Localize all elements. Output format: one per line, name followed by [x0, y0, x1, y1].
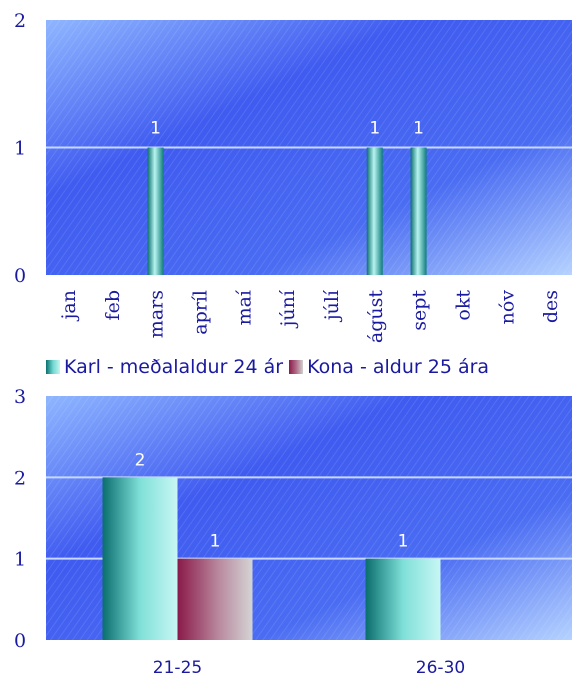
- legend: Karl - meðalaldur 24 ár Kona - aldur 25 …: [46, 356, 495, 378]
- chart1-x-tick-label: júlí: [321, 289, 343, 322]
- legend-label-kona: Kona - aldur 25 ára: [307, 356, 490, 378]
- legend-label-karl: Karl - meðalaldur 24 ár: [64, 356, 284, 378]
- chart2-x-tick-label: 26-30: [416, 658, 465, 678]
- chart1-y-tick-label: 2: [14, 10, 26, 32]
- chart1-y-tick-label: 0: [14, 265, 26, 287]
- chart1-x-tick-label: ágúst: [365, 290, 387, 343]
- chart1-x-tick-label: des: [540, 290, 562, 323]
- chart2-bar-21-25-series0: [102, 477, 178, 640]
- chart1-data-label: 1: [413, 119, 424, 139]
- chart1-data-label: 1: [369, 119, 380, 139]
- chart1-y-tick-label: 1: [14, 138, 26, 160]
- chart1-x-tick-label: nóv: [496, 290, 518, 325]
- chart1-x-tick-label: mars: [146, 290, 168, 338]
- legend-item-karl: Karl - meðalaldur 24 ár: [46, 356, 283, 378]
- legend-item-kona: Kona - aldur 25 ára: [289, 356, 489, 378]
- legend-swatch-karl: [46, 360, 60, 374]
- chart1-bar-mars: [147, 147, 164, 275]
- chart1-bar-ágúst: [366, 147, 383, 275]
- chart2-x-tick-label: 21-25: [153, 658, 202, 678]
- chart1-x-tick-label: okt: [452, 290, 474, 321]
- chart2-y-tick-label: 0: [14, 630, 26, 652]
- chart1-x-tick-label: jan: [58, 290, 80, 321]
- chart1-x-tick-label: maí: [233, 289, 255, 325]
- chart2-bar-26-30-series0: [365, 558, 441, 640]
- chart2-data-label: 1: [210, 532, 221, 552]
- chart1-x-tick-label: sept: [409, 290, 431, 331]
- chart2-y-tick-label: 3: [14, 386, 26, 408]
- chart2-y-tick-label: 2: [14, 467, 26, 489]
- chart1-bar-sept: [410, 147, 427, 275]
- chart1-x-tick-label: júní: [277, 289, 299, 328]
- chart2-bar-21-25-series1: [177, 558, 253, 640]
- chart1-x-tick-label: apríl: [189, 290, 211, 335]
- chart1-x-tick-label: feb: [102, 290, 124, 320]
- chart2-data-label: 2: [135, 450, 146, 470]
- legend-swatch-kona: [289, 360, 304, 374]
- chart2-y-tick-label: 1: [14, 549, 26, 571]
- chart1-data-label: 1: [150, 119, 161, 139]
- chart2-data-label: 1: [398, 532, 409, 552]
